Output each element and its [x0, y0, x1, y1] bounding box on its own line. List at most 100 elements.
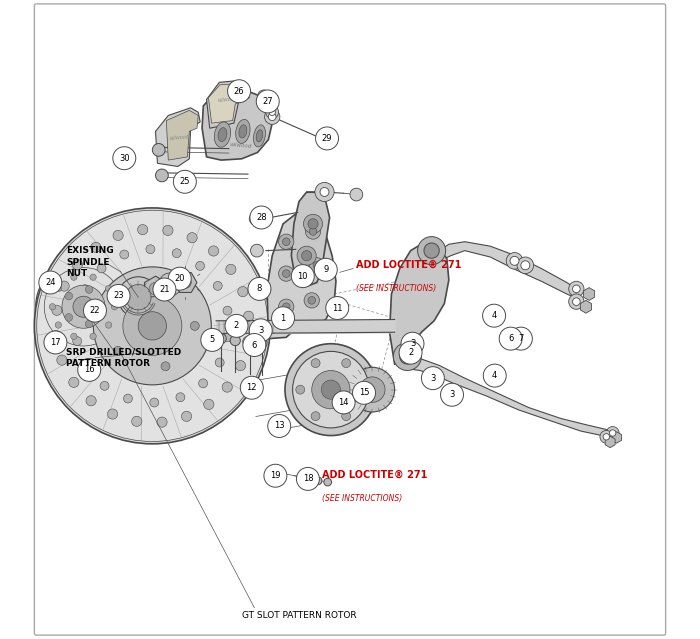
Circle shape [132, 416, 142, 426]
Circle shape [573, 285, 580, 293]
Circle shape [573, 298, 580, 305]
Polygon shape [144, 276, 167, 302]
Circle shape [230, 335, 240, 346]
Circle shape [174, 171, 196, 193]
Circle shape [266, 106, 279, 119]
Circle shape [222, 382, 232, 392]
Circle shape [285, 344, 377, 436]
Circle shape [223, 306, 232, 315]
Circle shape [235, 360, 246, 371]
Circle shape [168, 267, 191, 290]
Ellipse shape [256, 130, 262, 142]
Circle shape [123, 394, 132, 403]
Circle shape [150, 398, 159, 407]
Polygon shape [267, 212, 336, 339]
Circle shape [146, 245, 155, 254]
Circle shape [279, 299, 294, 314]
Circle shape [113, 230, 123, 240]
Circle shape [91, 242, 101, 252]
Circle shape [326, 296, 349, 320]
Circle shape [240, 376, 263, 399]
Circle shape [499, 327, 522, 350]
Text: SRP DRILLED/SLOTTED
PATTERN ROTOR: SRP DRILLED/SLOTTED PATTERN ROTOR [66, 348, 181, 368]
Circle shape [90, 333, 97, 339]
Circle shape [309, 258, 325, 273]
Circle shape [267, 415, 290, 438]
Circle shape [83, 362, 92, 371]
Circle shape [262, 98, 275, 111]
Circle shape [38, 271, 62, 294]
Text: 15: 15 [359, 389, 370, 397]
Circle shape [304, 214, 323, 233]
Text: ADD LOCTITE® 271: ADD LOCTITE® 271 [322, 470, 427, 480]
Circle shape [291, 265, 314, 288]
Circle shape [181, 412, 192, 422]
Circle shape [106, 322, 112, 328]
Circle shape [296, 385, 304, 394]
Polygon shape [612, 432, 622, 443]
Circle shape [123, 296, 182, 355]
Circle shape [159, 273, 182, 296]
Circle shape [401, 332, 424, 355]
Circle shape [36, 259, 132, 355]
Circle shape [138, 312, 167, 340]
Text: 2: 2 [408, 348, 413, 357]
Circle shape [400, 349, 415, 364]
Text: GT SLOT PATTERN ROTOR: GT SLOT PATTERN ROTOR [241, 612, 356, 620]
Circle shape [306, 475, 314, 482]
Circle shape [399, 341, 422, 364]
Circle shape [249, 212, 262, 225]
Circle shape [72, 310, 81, 319]
Text: (SEE INSTRUCTIONS): (SEE INSTRUCTIONS) [356, 284, 437, 293]
Circle shape [118, 277, 159, 318]
Circle shape [113, 346, 122, 355]
Circle shape [86, 396, 96, 406]
Circle shape [100, 381, 109, 390]
Circle shape [97, 264, 106, 273]
Text: wilwood: wilwood [229, 142, 251, 149]
Text: 3: 3 [449, 390, 455, 399]
Circle shape [83, 299, 106, 322]
Circle shape [357, 385, 366, 394]
Circle shape [243, 334, 266, 357]
Circle shape [353, 381, 375, 404]
Polygon shape [155, 108, 200, 167]
FancyBboxPatch shape [34, 4, 666, 635]
Circle shape [125, 284, 151, 310]
Circle shape [264, 465, 287, 487]
Text: 20: 20 [174, 274, 185, 283]
Circle shape [172, 249, 181, 258]
Circle shape [311, 412, 320, 420]
Circle shape [342, 412, 351, 420]
Text: 11: 11 [332, 304, 342, 312]
Circle shape [510, 327, 533, 350]
Circle shape [149, 282, 162, 295]
Text: 7: 7 [518, 334, 524, 343]
Text: 12: 12 [246, 383, 257, 392]
Circle shape [265, 109, 280, 125]
Circle shape [120, 250, 129, 259]
Circle shape [153, 278, 176, 301]
Circle shape [199, 379, 208, 388]
Polygon shape [606, 436, 615, 448]
Text: wilwood: wilwood [169, 134, 189, 141]
Text: 4: 4 [491, 311, 497, 320]
Circle shape [600, 431, 612, 443]
Circle shape [73, 296, 94, 318]
Circle shape [153, 144, 165, 157]
Text: 19: 19 [270, 471, 281, 481]
Text: 3: 3 [410, 339, 415, 348]
Text: 10: 10 [298, 272, 308, 281]
Circle shape [111, 304, 118, 310]
Circle shape [93, 267, 211, 385]
Circle shape [265, 101, 272, 107]
Text: 1: 1 [281, 314, 286, 323]
Circle shape [312, 371, 350, 409]
Circle shape [245, 337, 255, 347]
Circle shape [309, 227, 317, 235]
Polygon shape [584, 288, 594, 300]
Polygon shape [202, 89, 272, 160]
Circle shape [161, 281, 170, 290]
Circle shape [165, 279, 175, 289]
Text: 9: 9 [323, 265, 328, 274]
